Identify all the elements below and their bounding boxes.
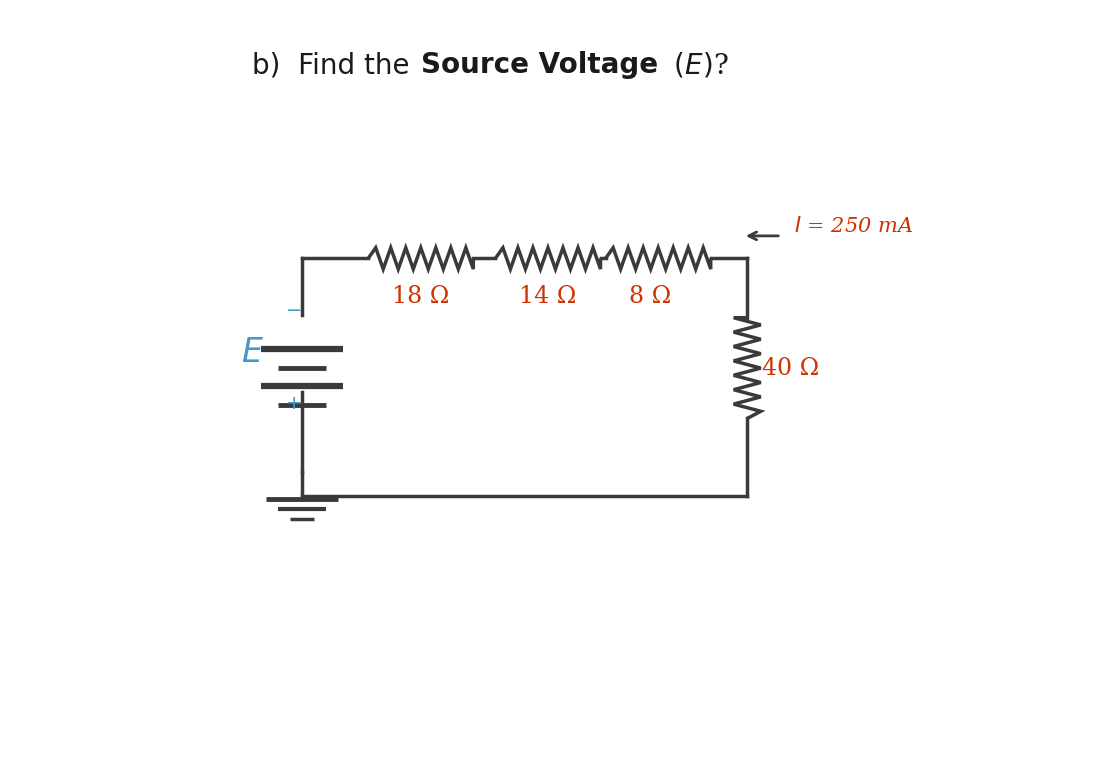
Text: $E$: $E$ (241, 337, 264, 370)
Text: $+$: $+$ (286, 395, 302, 413)
Text: 18 Ω: 18 Ω (392, 285, 450, 308)
Text: 14 Ω: 14 Ω (520, 285, 577, 308)
Text: $I$ = 250 mA: $I$ = 250 mA (794, 216, 913, 236)
Text: 40 Ω: 40 Ω (763, 357, 819, 380)
Text: $(E)$?: $(E)$? (665, 51, 729, 80)
Text: 8 Ω: 8 Ω (629, 285, 671, 308)
Text: b)  Find the: b) Find the (252, 52, 418, 79)
Text: Source Voltage: Source Voltage (421, 52, 659, 79)
Text: $-$: $-$ (286, 300, 302, 318)
